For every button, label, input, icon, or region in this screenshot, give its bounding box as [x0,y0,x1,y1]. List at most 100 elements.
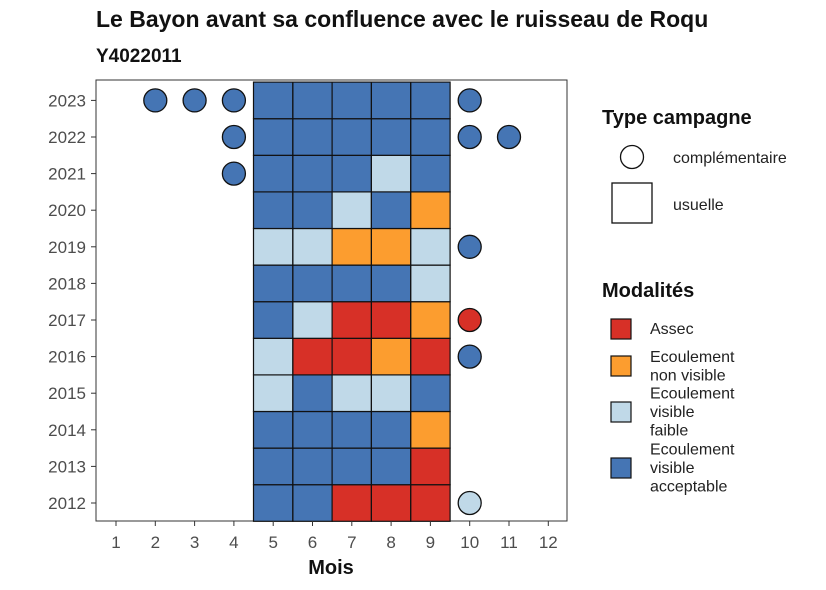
cell-2023-5 [252,81,294,120]
cell-2015-5 [252,374,294,413]
chart-subtitle: Y4022011 [96,46,182,67]
x-tick-label-5: 5 [268,533,277,552]
cell-2022-8 [370,118,412,156]
cell-2022-9 [410,118,451,156]
cell-2013-8 [370,447,412,486]
cell-2017-5 [252,301,294,339]
cell-2018-7 [331,264,373,303]
cell-2018-6 [292,264,333,303]
x-tick-label-10: 10 [460,533,479,552]
cell-2016-6 [292,337,333,376]
cell-2016-9 [410,337,451,376]
cell-2014-5 [252,410,294,449]
cell-2023-8 [370,81,412,120]
legend-label-usuelle: usuelle [673,197,724,214]
cell-2021-7 [331,154,373,193]
legend-title-campaign: Type campagne [602,107,752,129]
cell-2014-9 [410,410,451,449]
x-tick-label-3: 3 [190,533,199,552]
x-tick-label-1: 1 [111,533,120,552]
cell-2019-8 [370,227,412,266]
legend-key-acceptable [610,457,632,479]
cell-2018-9 [410,264,451,303]
y-tick-label-2020: 2020 [48,201,86,220]
cell-2022-5 [252,118,294,156]
cell-2015-8 [370,374,412,413]
x-tick-label-8: 8 [386,533,395,552]
x-tick-label-12: 12 [539,533,558,552]
cell-2014-8 [370,410,412,449]
chart-title: Le Bayon avant sa confluence avec le rui… [96,6,709,32]
y-tick-label-2013: 2013 [48,457,86,476]
cell-2019-7 [331,227,373,266]
point-2016-10 [457,344,482,369]
cell-2013-6 [292,447,333,486]
cell-2017-7 [331,301,373,339]
cell-2019-6 [292,227,333,266]
cell-2014-6 [292,410,333,449]
point-2022-4 [221,124,247,150]
cell-2016-7 [331,337,373,376]
point-2021-4 [221,161,247,186]
legend-label-acceptable: Ecoulement visible acceptable [650,442,735,496]
cell-2013-7 [331,447,373,486]
legend-key-faible [610,401,632,423]
cell-2018-5 [252,264,294,303]
cell-2017-9 [410,301,451,339]
cell-2021-8 [370,154,412,193]
point-2023-10 [457,88,482,113]
x-tick-label-6: 6 [308,533,317,552]
cells-layer [252,81,451,522]
legend-key-assec [610,318,632,340]
y-tick-label-2015: 2015 [48,384,86,403]
cell-2015-6 [292,374,333,413]
cell-2023-6 [292,81,333,120]
legend-key-usuelle [611,182,653,224]
cell-2012-9 [410,484,451,522]
cell-2012-5 [252,484,294,522]
y-tick-label-2021: 2021 [48,165,86,184]
point-2023-4 [221,88,247,113]
point-2023-3 [182,88,207,113]
cell-2015-7 [331,374,373,413]
cell-2020-8 [370,191,412,230]
point-2022-11 [496,124,522,150]
point-2022-10 [457,124,482,150]
legend-label-nonvisible: Ecoulement non visible [650,349,735,385]
legend-label-faible: Ecoulement visible faible [650,386,735,440]
x-tick-label-2: 2 [151,533,160,552]
cell-2023-7 [331,81,373,120]
cell-2021-5 [252,154,294,193]
cell-2020-5 [252,191,294,230]
legend-key-nonvisible [610,355,632,377]
cell-2021-9 [410,154,451,193]
y-tick-label-2018: 2018 [48,274,86,293]
cell-2018-8 [370,264,412,303]
cell-2019-9 [410,227,451,266]
y-axis: 2012 2013 2014 2015 2016 2017 2018 2019 2020 2021… [48,91,96,513]
legend-key-complementaire [619,144,645,170]
legend-label-assec: Assec [650,321,694,338]
cell-2020-6 [292,191,333,230]
x-tick-label-11: 11 [500,533,518,552]
point-2019-10 [457,234,482,259]
point-2012-10 [457,490,482,516]
y-tick-label-2017: 2017 [48,311,86,330]
cell-2013-9 [410,447,451,486]
legend-title-modality: Modalités [602,280,694,302]
cell-2012-8 [370,484,412,522]
point-2017-10 [457,307,482,333]
cell-2012-6 [292,484,333,522]
cell-2016-5 [252,337,294,376]
cell-2023-9 [410,81,451,120]
y-tick-label-2023: 2023 [48,91,86,110]
y-tick-label-2012: 2012 [48,494,86,513]
cell-2022-6 [292,118,333,156]
y-tick-label-2014: 2014 [48,421,86,440]
y-tick-label-2019: 2019 [48,238,86,257]
x-tick-label-7: 7 [347,533,356,552]
points-layer [143,88,522,516]
legend-label-complementaire: complémentaire [673,150,787,167]
x-axis: 1 2 3 4 5 6 7 8 9 10 11 12 [111,521,558,552]
